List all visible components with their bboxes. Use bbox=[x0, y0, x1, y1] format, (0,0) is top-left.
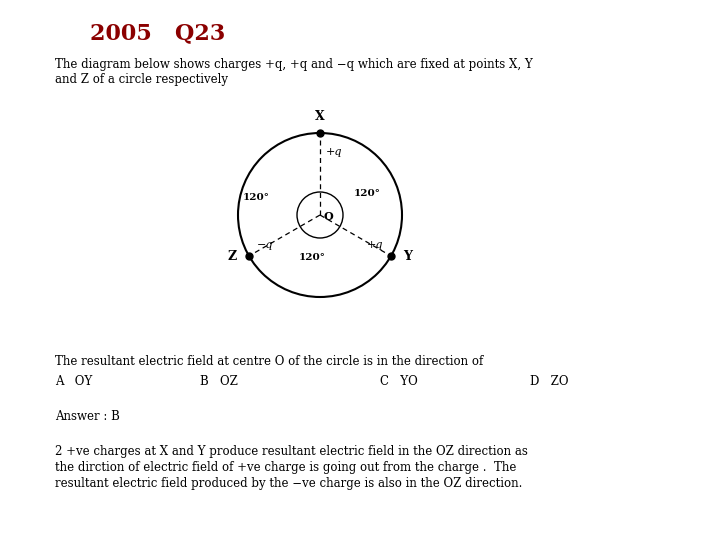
Text: The resultant electric field at centre O of the circle is in the direction of: The resultant electric field at centre O… bbox=[55, 355, 483, 368]
Text: B   OZ: B OZ bbox=[200, 375, 238, 388]
Text: 2 +ve charges at X and Y produce resultant electric field in the OZ direction as: 2 +ve charges at X and Y produce resulta… bbox=[55, 445, 528, 458]
Text: D   ZO: D ZO bbox=[530, 375, 569, 388]
Text: O: O bbox=[324, 211, 334, 221]
Text: A   OY: A OY bbox=[55, 375, 92, 388]
Text: Z: Z bbox=[228, 249, 237, 262]
Text: +q: +q bbox=[366, 240, 383, 250]
Text: The diagram below shows charges +q, +q and −q which are fixed at points X, Y
and: The diagram below shows charges +q, +q a… bbox=[55, 58, 533, 86]
Text: C   YO: C YO bbox=[380, 375, 418, 388]
Text: 120°: 120° bbox=[354, 188, 381, 198]
Text: 120°: 120° bbox=[299, 253, 325, 262]
Text: X: X bbox=[315, 110, 325, 123]
Text: resultant electric field produced by the −ve charge is also in the OZ direction.: resultant electric field produced by the… bbox=[55, 477, 523, 490]
Text: Y: Y bbox=[403, 249, 412, 262]
Text: Answer : B: Answer : B bbox=[55, 410, 120, 423]
Text: the dirction of electric field of +ve charge is going out from the charge .  The: the dirction of electric field of +ve ch… bbox=[55, 461, 516, 474]
Text: 2005   Q23: 2005 Q23 bbox=[90, 22, 225, 44]
Text: −q: −q bbox=[257, 240, 274, 250]
Text: +q: +q bbox=[326, 147, 343, 157]
Text: 120°: 120° bbox=[243, 192, 270, 201]
